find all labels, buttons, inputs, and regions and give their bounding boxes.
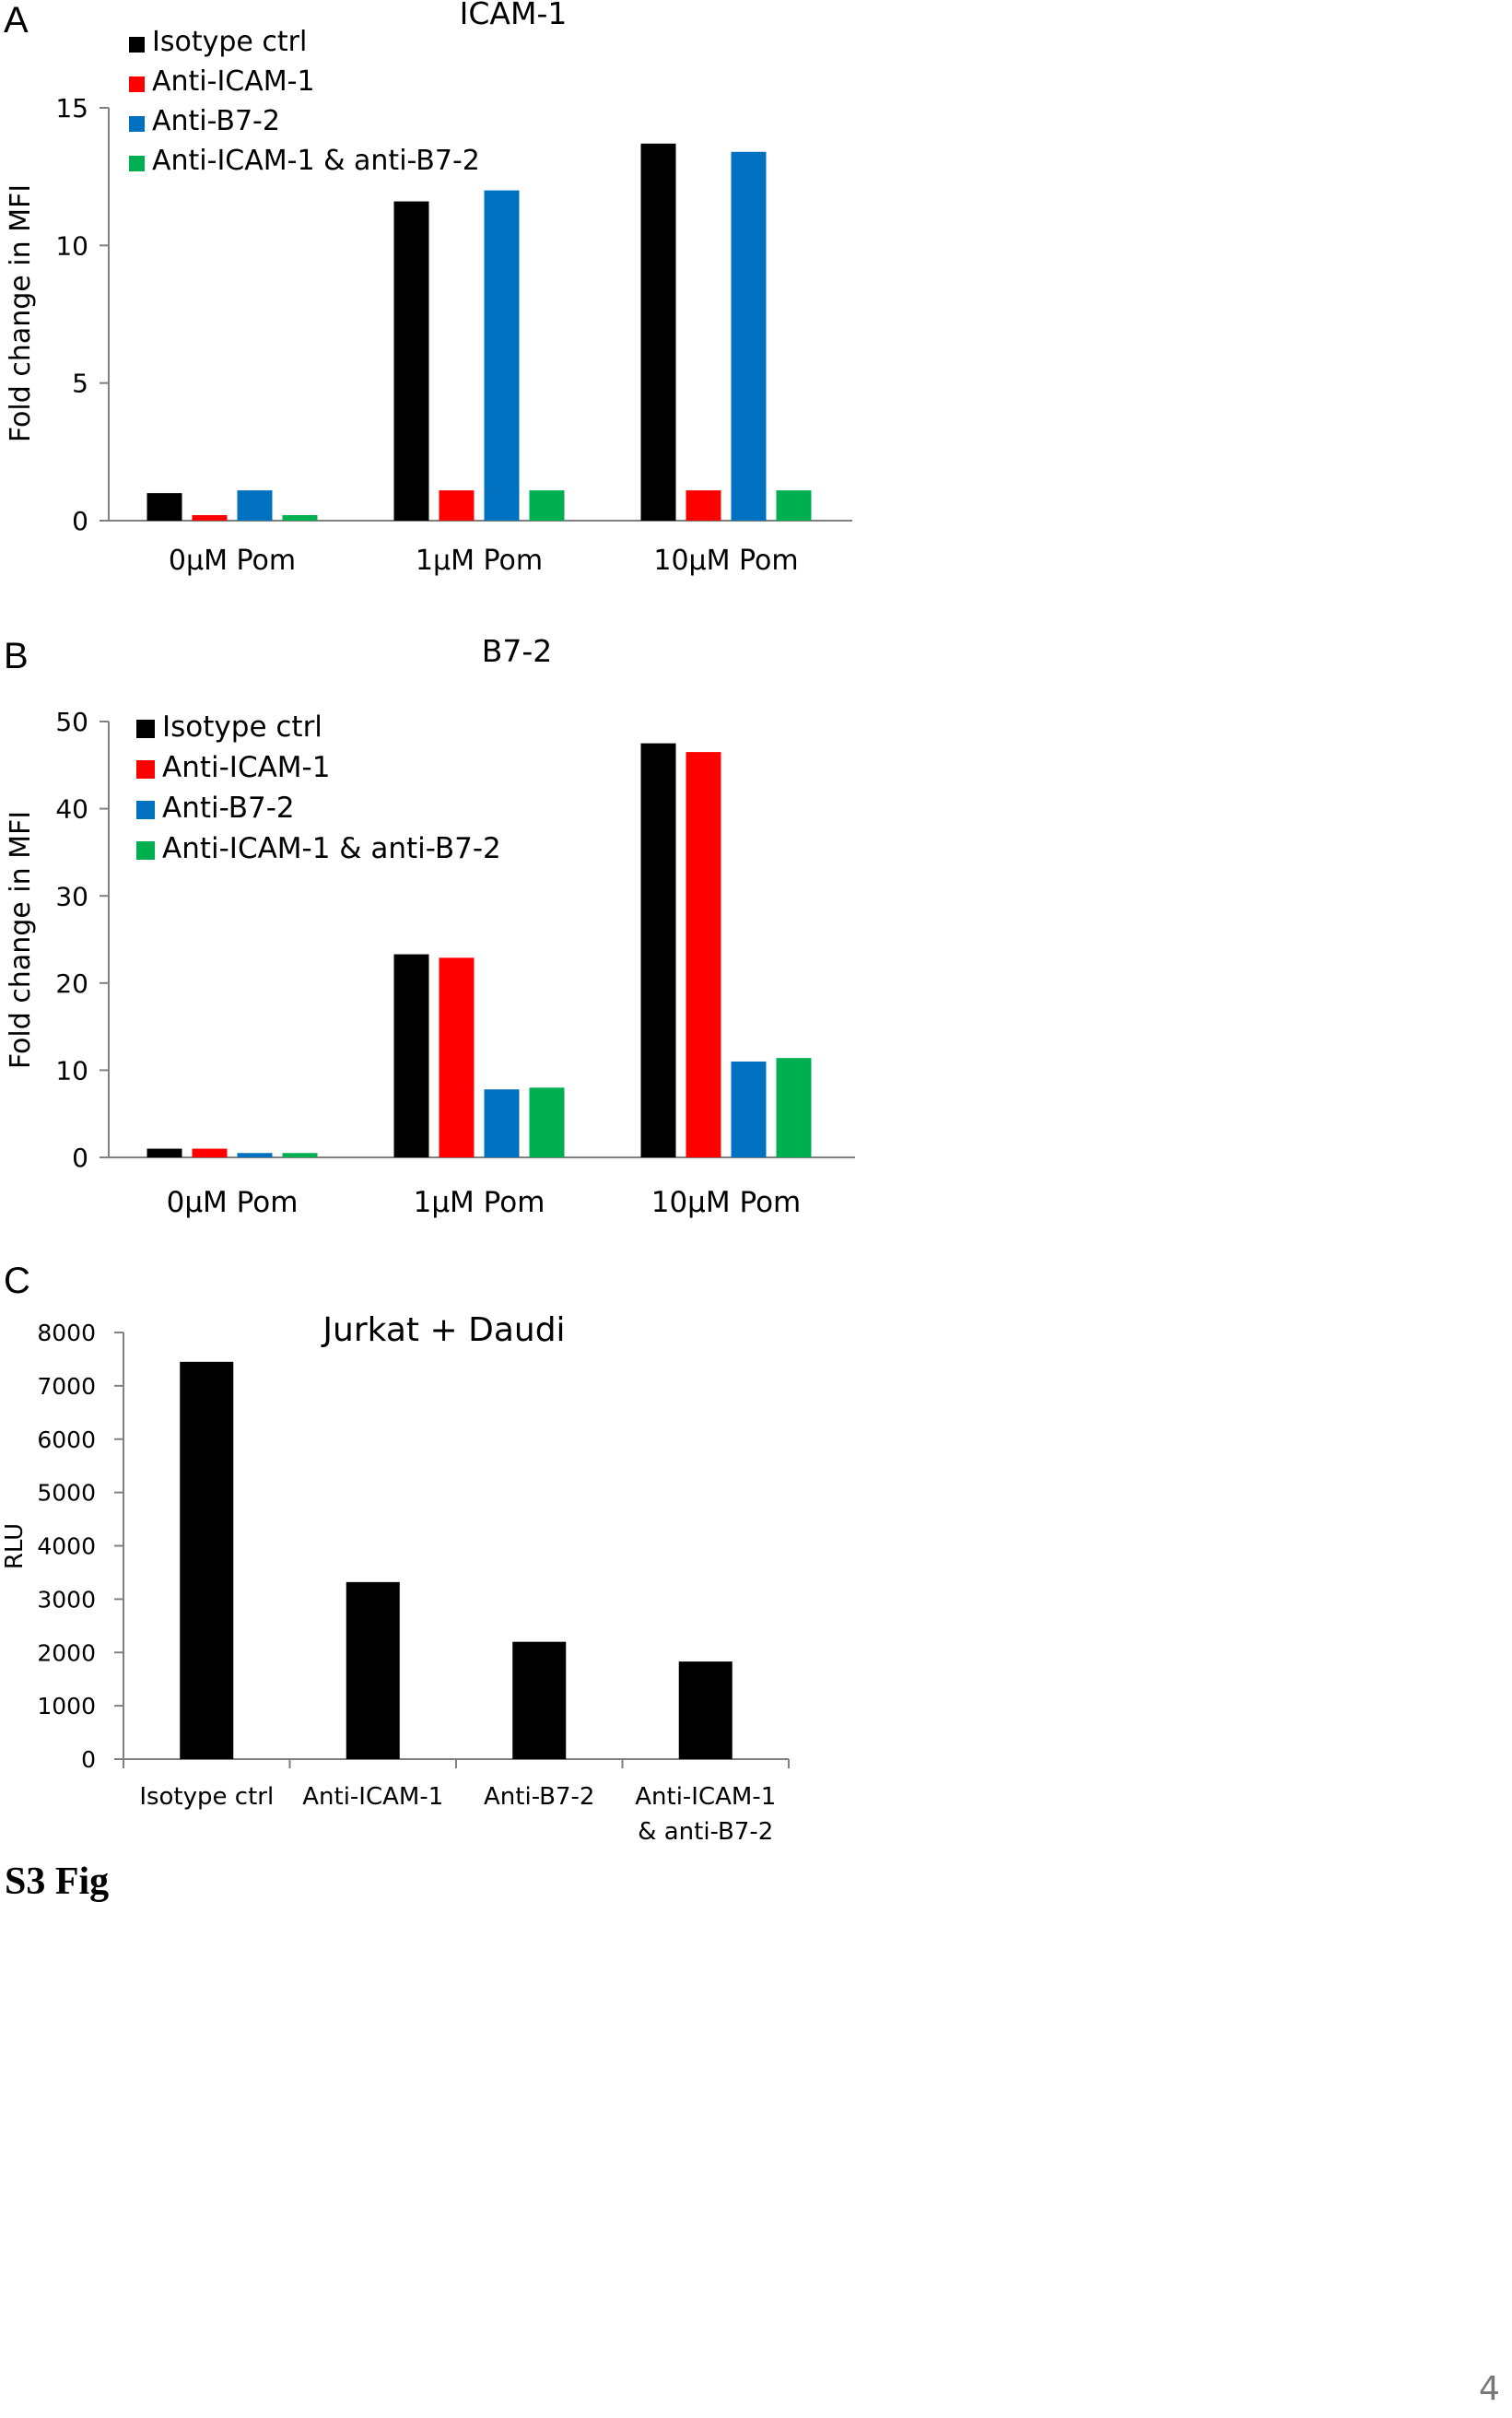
chart-icam1: ICAM-1 Fold change in MFI 0 5 10 15 0μM Pom 1… <box>5 0 852 577</box>
bar <box>393 201 429 521</box>
page-number: 4 <box>1479 2370 1500 2408</box>
y-tick-label: 0 <box>81 1746 96 1773</box>
chart-title: ICAM-1 <box>460 0 568 31</box>
legend-swatch <box>129 116 145 132</box>
chart-jurkat-daudi: Jurkat + Daudi RLU 0 1000 2000 3000 4000 5000… <box>1 1311 790 1846</box>
y-axis-label: RLU <box>1 1523 29 1569</box>
y-tick-label: 5 <box>72 369 88 399</box>
y-tick-label: 5000 <box>37 1480 96 1507</box>
bar <box>393 954 429 1157</box>
x-tick-label: 0μM Pom <box>167 1186 299 1219</box>
bar <box>484 190 520 521</box>
bar <box>147 493 182 521</box>
panel-letter-c: C <box>4 1261 30 1301</box>
y-tick-label: 8000 <box>37 1320 96 1346</box>
bar <box>678 1661 733 1759</box>
legend-label: Isotype ctrl <box>162 710 322 744</box>
bar <box>529 490 565 521</box>
figure-label: S3 Fig <box>5 1860 110 1903</box>
legend-label: Anti-B7-2 <box>162 792 295 825</box>
y-tick-label: 50 <box>55 707 88 737</box>
y-tick-label: 7000 <box>37 1373 96 1400</box>
bar <box>776 490 812 521</box>
x-tick-label: 10μM Pom <box>653 545 798 577</box>
bar <box>237 1153 273 1157</box>
legend-swatch <box>136 841 155 860</box>
legend-label: Anti-ICAM-1 & anti-B7-2 <box>162 832 501 865</box>
y-axis-label: Fold change in MFI <box>5 811 37 1069</box>
panel-letter-b: B <box>4 636 29 676</box>
bar <box>237 490 273 521</box>
x-tick-label: 10μM Pom <box>651 1186 802 1219</box>
legend-label: Anti-ICAM-1 & anti-B7-2 <box>152 145 480 177</box>
y-tick-label: 6000 <box>37 1426 96 1453</box>
bar <box>731 151 767 521</box>
legend-label: Anti-ICAM-1 <box>152 65 315 98</box>
legend-swatch <box>129 76 145 92</box>
bar <box>529 1087 565 1157</box>
y-tick-label: 0 <box>72 506 88 536</box>
y-tick-label: 2000 <box>37 1639 96 1666</box>
y-tick-label: 15 <box>55 93 88 123</box>
legend-swatch <box>129 37 145 53</box>
bar <box>731 1061 767 1157</box>
y-tick-label: 0 <box>72 1143 88 1173</box>
y-tick-label: 1000 <box>37 1693 96 1720</box>
bar <box>192 1148 228 1157</box>
panel-letter-a: A <box>4 0 29 41</box>
chart-title: Jurkat + Daudi <box>321 1311 565 1349</box>
y-axis-label: Fold change in MFI <box>5 184 37 442</box>
y-tick-label: 30 <box>55 881 88 911</box>
bar <box>484 1089 520 1157</box>
bar <box>512 1641 567 1759</box>
x-tick-label: Anti-ICAM-1 <box>302 1783 443 1811</box>
x-tick-label: Isotype ctrl <box>139 1783 274 1811</box>
y-tick-label: 3000 <box>37 1586 96 1613</box>
x-tick-label: 1μM Pom <box>414 1186 545 1219</box>
bar <box>439 957 475 1157</box>
legend-swatch <box>136 760 155 779</box>
bar <box>282 1153 318 1157</box>
x-tick-label: Anti-B7-2 <box>484 1783 594 1811</box>
legend-swatch <box>129 156 145 171</box>
y-tick-label: 4000 <box>37 1533 96 1560</box>
x-tick-label: Anti-ICAM-1 <box>635 1783 776 1811</box>
x-tick-label: 0μM Pom <box>169 545 296 577</box>
bar <box>282 515 318 521</box>
bar <box>147 1148 182 1157</box>
y-tick-label: 10 <box>55 1055 88 1086</box>
chart-title: B7-2 <box>482 633 553 669</box>
legend-swatch <box>136 801 155 819</box>
y-tick-label: 20 <box>55 968 88 999</box>
bar <box>180 1361 234 1759</box>
legend-label: Anti-ICAM-1 <box>162 751 330 784</box>
bar <box>686 752 721 1157</box>
bar <box>686 490 721 521</box>
bar <box>346 1581 400 1759</box>
bar <box>776 1058 812 1157</box>
bar <box>640 143 676 521</box>
bar <box>192 515 228 521</box>
legend-label: Anti-B7-2 <box>152 105 280 137</box>
legend-swatch <box>136 720 155 738</box>
y-tick-label: 10 <box>55 230 88 261</box>
y-tick-label: 40 <box>55 794 88 825</box>
bar <box>640 743 676 1157</box>
x-tick-label: & anti-B7-2 <box>638 1818 773 1846</box>
x-tick-label: 1μM Pom <box>416 545 543 577</box>
legend-label: Isotype ctrl <box>152 26 307 58</box>
bar <box>439 490 475 521</box>
chart-b72: B7-2 Fold change in MFI 0 10 20 30 40 50 0μM P… <box>5 633 855 1219</box>
